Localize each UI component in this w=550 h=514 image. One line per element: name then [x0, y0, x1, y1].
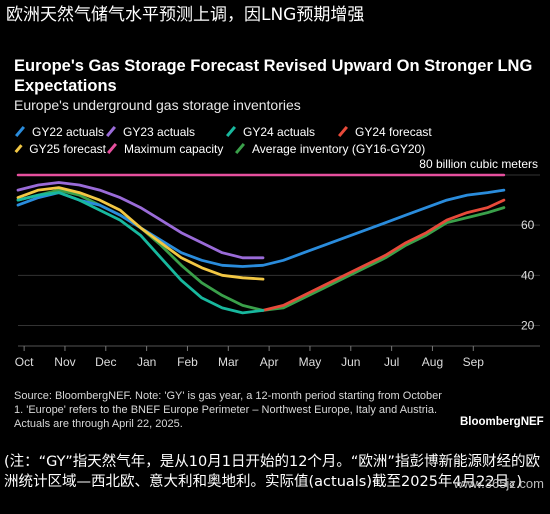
article-headline: 欧洲天然气储气水平预测上调，因LNG预期增强 [6, 5, 365, 25]
chart-legend: GY22 actuals GY23 actuals GY24 actuals G… [14, 123, 544, 157]
x-tick-label-oct: Oct [15, 355, 34, 369]
source-note: Source: BloombergNEF. Note: 'GY' is gas … [14, 390, 442, 430]
legend-label-max-capacity: Maximum capacity [124, 141, 224, 156]
y-tick-label-60: 60 [521, 218, 535, 232]
x-tick-label-apr: Apr [260, 355, 279, 369]
chart-subtitle: Europe's underground gas storage invento… [14, 97, 301, 113]
legend-swatch-max-capacity [106, 142, 118, 155]
legend-swatch-gy24-forecast [337, 125, 349, 138]
legend-item-average: Average inventory (GY16-GY20) [234, 142, 425, 156]
legend-swatch-gy24-actuals [225, 125, 237, 138]
gas-storage-chart: 20 40 60 80 billion cubic meters Oct Nov Dec Ja… [15, 158, 540, 369]
legend-label-gy24-forecast: GY24 forecast [355, 124, 432, 139]
legend-swatch-average [234, 142, 246, 155]
x-tick-label-jul: Jul [384, 355, 399, 369]
legend-label-average: Average inventory (GY16-GY20) [252, 141, 426, 156]
series-line-gy24-actuals [16, 191, 265, 315]
x-tick-label-may: May [299, 355, 322, 369]
chart-title: Europe's Gas Storage Forecast Revised Up… [14, 57, 533, 95]
series-line-gy23-actuals [16, 181, 265, 260]
y-tick-label-20: 20 [521, 318, 535, 332]
x-tick-label-feb: Feb [177, 355, 198, 369]
x-tick-label-jan: Jan [137, 355, 156, 369]
x-tick-label-sep: Sep [463, 355, 485, 369]
legend-item-gy24-forecast: GY24 forecast [337, 125, 432, 139]
series-line-gy22-actuals [16, 188, 506, 268]
x-tick-label-dec: Dec [95, 355, 116, 369]
series-line-gy25-forecast [16, 186, 265, 281]
legend-label-gy22: GY22 actuals [32, 124, 105, 139]
legend-item-gy24-actuals: GY24 actuals [225, 125, 337, 139]
series-line-average-inventory-gy16-gy20 [16, 188, 506, 312]
legend-swatch-gy25 [14, 143, 23, 154]
legend-swatch-gy22 [14, 125, 26, 138]
x-tick-label-aug: Aug [422, 355, 443, 369]
legend-item-gy23: GY23 actuals [105, 125, 225, 139]
x-tick-label-mar: Mar [218, 355, 239, 369]
capacity-label: 80 billion cubic meters [419, 158, 538, 171]
x-tick-label-nov: Nov [54, 355, 75, 369]
legend-label-gy25: GY25 forecast [29, 141, 106, 156]
brand-logo: BloombergNEF [460, 416, 544, 428]
legend-swatch-gy23 [105, 125, 117, 138]
legend-label-gy23: GY23 actuals [123, 124, 196, 139]
x-tick-label-jun: Jun [341, 355, 360, 369]
watermark: www.365jz.com [453, 476, 544, 491]
legend-item-gy25: GY25 forecast [14, 142, 106, 156]
legend-label-gy24-actuals: GY24 actuals [243, 124, 316, 139]
legend-item-max-capacity: Maximum capacity [106, 142, 234, 156]
y-tick-label-40: 40 [521, 268, 535, 282]
series-line-gy24-forecast [261, 198, 506, 312]
translation-note: (注：“GY”指天然气年，是从10月1日开始的12个月。“欧洲”指彭博新能源财经… [4, 454, 540, 490]
legend-item-gy22: GY22 actuals [14, 125, 105, 139]
